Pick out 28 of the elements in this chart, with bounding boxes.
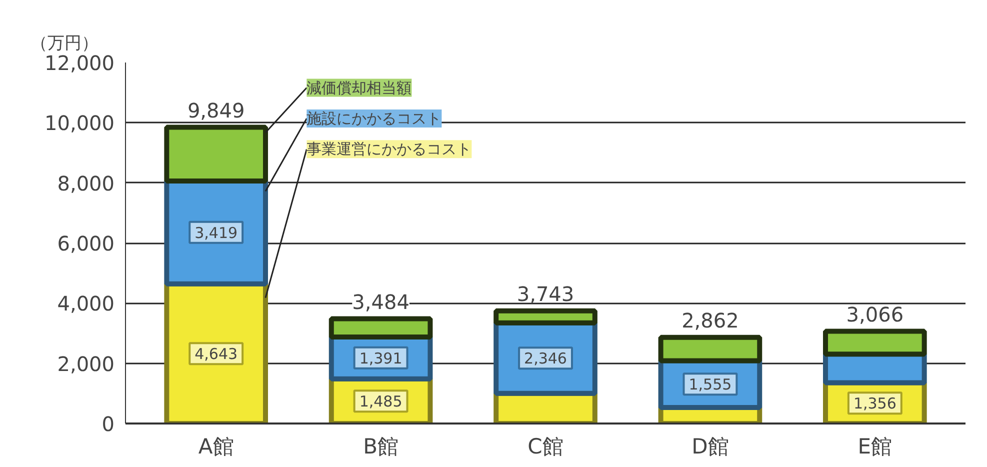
data-label: 1,391 xyxy=(359,349,402,368)
y-tick-label: 10,000 xyxy=(44,111,115,136)
y-tick-label: 8,000 xyxy=(57,171,115,196)
total-label: 2,862 xyxy=(682,308,739,332)
text: 減価償却相当額 xyxy=(306,78,412,97)
y-tick-label: 4,000 xyxy=(57,292,115,316)
data-label: 1,356 xyxy=(853,394,896,413)
y-tick-label: 0 xyxy=(102,412,115,436)
x-tick-label: A館 xyxy=(198,434,234,458)
x-tick-label: D館 xyxy=(692,434,729,458)
data-label: 2,346 xyxy=(524,350,567,368)
total-label: 3,066 xyxy=(846,302,904,326)
total-label: 9,849 xyxy=(187,98,245,122)
x-tick-label: B館 xyxy=(363,434,399,458)
data-label: 1,555 xyxy=(688,376,732,394)
text: 事業運営にかかるコスト xyxy=(306,140,472,158)
data-label: 4,643 xyxy=(194,345,238,364)
y-tick-label: 12,000 xyxy=(44,51,115,75)
data-label: 3,419 xyxy=(194,224,238,242)
total-label: 3,484 xyxy=(352,290,410,314)
y-tick-label: 2,000 xyxy=(57,352,115,376)
x-tick-label: C館 xyxy=(528,434,564,458)
x-tick-label: E館 xyxy=(858,434,892,458)
text: 施設にかかるコスト xyxy=(306,109,442,128)
total-label: 3,743 xyxy=(516,282,574,306)
y-tick-label: 6,000 xyxy=(57,232,115,256)
y-axis-title: （万円） xyxy=(30,34,98,54)
data-label: 1,485 xyxy=(359,392,402,411)
